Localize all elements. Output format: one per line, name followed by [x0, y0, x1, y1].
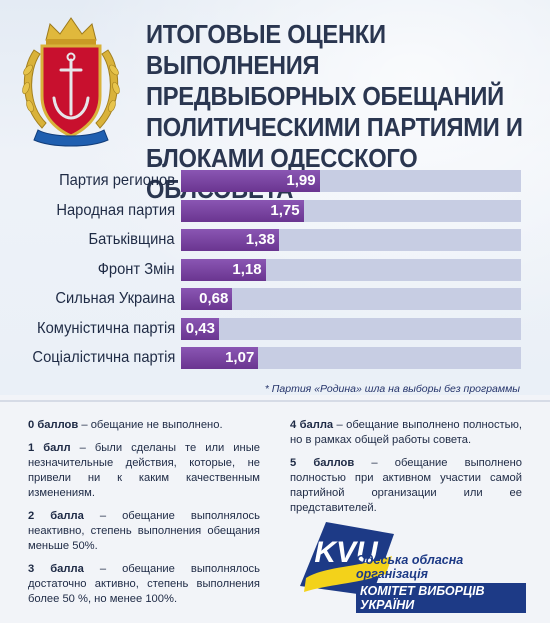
bar-value-label: 1,75	[270, 201, 300, 219]
chart-row: Соціалістична партія 1,07	[0, 347, 550, 369]
category-label: Партия регионов	[59, 172, 175, 189]
bar-track	[181, 288, 521, 310]
bar-track	[181, 258, 521, 281]
chart-row: Народная партия 1,75	[0, 199, 550, 222]
bar-chart: Партия регионов 1,99 Народная партия 1,75 Ба…	[0, 170, 550, 375]
title-line: ПОЛИТИЧЕСКИМИ ПАРТИЯМИ И	[146, 114, 523, 142]
page-title: ИТОГОВЫЕ ОЦЕНКИ ВЫПОЛНЕНИЯ ПРЕДВЫБОРНЫХ …	[146, 20, 537, 206]
bar-value-label: 1,38	[245, 231, 275, 248]
score-term: 0 баллов	[28, 419, 79, 431]
score-legend-left: 0 баллов – обещание не выполнено. 1 балл …	[28, 418, 260, 615]
chart-row: Сильная Украина 0,68	[0, 288, 550, 310]
score-definition: 0 баллов – обещание не выполнено.	[28, 418, 260, 433]
bar-value-label: 1,07	[225, 349, 255, 366]
title-line: ПРЕДВЫБОРНЫХ ОБЕЩАНИЙ	[146, 83, 504, 111]
score-text: – обещание выполнялось достаточно активн…	[28, 563, 260, 605]
score-definition: 2 балла – обещание выполнялось неактивно…	[28, 509, 260, 554]
score-definition: 3 балла – обещание выполнялось достаточн…	[28, 562, 260, 607]
category-label: Комуністична партія	[36, 319, 175, 337]
kvu-logo-icon: KVU	[300, 522, 394, 596]
chart-row: Фронт Змін 1,18	[0, 258, 550, 281]
bar	[181, 258, 266, 281]
score-definition: 1 балл – были сделаны те или иные незнач…	[28, 441, 260, 501]
score-legend-right: 4 балла – обещание выполнено полностью, …	[290, 418, 522, 524]
category-label: Батьківщина	[88, 231, 175, 248]
organization-committee: КОМІТЕТ ВИБОРЦІВ УКРАЇНИ	[356, 583, 526, 613]
chart-row: Партия регионов 1,99	[0, 170, 550, 192]
bar	[181, 288, 233, 310]
category-label: Народная партия	[56, 201, 175, 219]
bar-value-label: 0,68	[199, 290, 229, 307]
bar	[181, 317, 219, 340]
bar	[181, 170, 320, 192]
divider	[0, 400, 550, 402]
organization-block: Одеська обласна організація КОМІТЕТ ВИБО…	[356, 553, 526, 614]
bar-track	[181, 317, 521, 340]
bar	[181, 347, 259, 369]
bar-track	[181, 347, 521, 369]
bar	[181, 229, 279, 251]
organization-name: Одеська обласна організація	[356, 553, 464, 581]
score-definition: 4 балла – обещание выполнено полностью, …	[290, 418, 522, 448]
bar-value-label: 1,18	[232, 260, 262, 278]
score-term: 1 балл	[28, 442, 71, 454]
odesa-oblast-coat-of-arms-icon	[22, 17, 120, 147]
score-term: 4 балла	[290, 419, 334, 431]
bar	[181, 199, 304, 222]
category-label: Фронт Змін	[98, 260, 175, 278]
bar-value-label: 1,99	[286, 172, 316, 189]
score-term: 3 балла	[28, 563, 84, 575]
chart-row: Батьківщина 1,38	[0, 229, 550, 251]
score-term: 5 баллов	[290, 457, 355, 469]
footnote: * Партия «Родина» шла на выборы без прог…	[264, 383, 520, 395]
score-text: – обещание не выполнено.	[78, 419, 223, 431]
logo-text: KVU	[314, 536, 379, 569]
score-text: – обещание выполнено полностью, но в рам…	[290, 419, 522, 446]
score-text: – были сделаны те или иные незначительны…	[28, 442, 260, 499]
score-text: – обещание выполнено полностью при актив…	[290, 457, 522, 514]
chart-row: Комуністична партія 0,43	[0, 317, 550, 340]
category-label: Сильная Украина	[55, 290, 175, 307]
title-line: ИТОГОВЫЕ ОЦЕНКИ ВЫПОЛНЕНИЯ	[146, 21, 386, 80]
score-term: 2 балла	[28, 510, 84, 522]
score-definition: 5 баллов – обещание выполнено полностью …	[290, 456, 522, 516]
bar-value-label: 0,43	[185, 319, 215, 337]
score-text: – обещание выполнялось неактивно, степен…	[28, 510, 260, 552]
category-label: Соціалістична партія	[32, 349, 175, 366]
